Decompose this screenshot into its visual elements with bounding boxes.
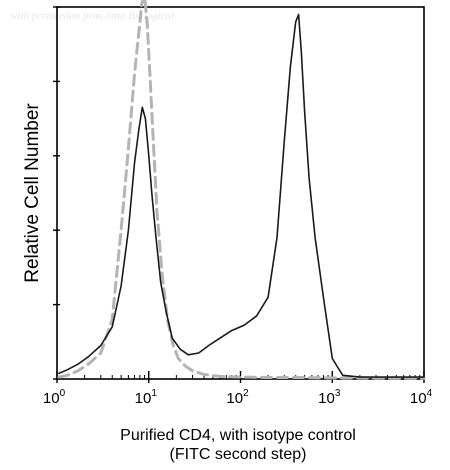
x-axis-label-line2: (FITC second step) xyxy=(170,446,307,463)
isotype-control-line xyxy=(57,0,426,380)
x-tick-label: 102 xyxy=(226,388,249,407)
x-tick-label: 101 xyxy=(135,388,158,407)
x-axis-label-line1: Purified CD4, with isotype control xyxy=(120,427,356,444)
x-tick-label: 104 xyxy=(410,388,433,407)
cd4-stained-line xyxy=(58,13,425,378)
x-tick-label: 103 xyxy=(318,388,341,407)
series-group xyxy=(57,0,426,380)
watermark-text: with permission from Sino Biological xyxy=(10,10,174,22)
y-axis-label: Relative Cell Number xyxy=(22,103,43,283)
x-tick-label: 100 xyxy=(43,388,66,407)
y-axis-ticks xyxy=(53,6,60,380)
